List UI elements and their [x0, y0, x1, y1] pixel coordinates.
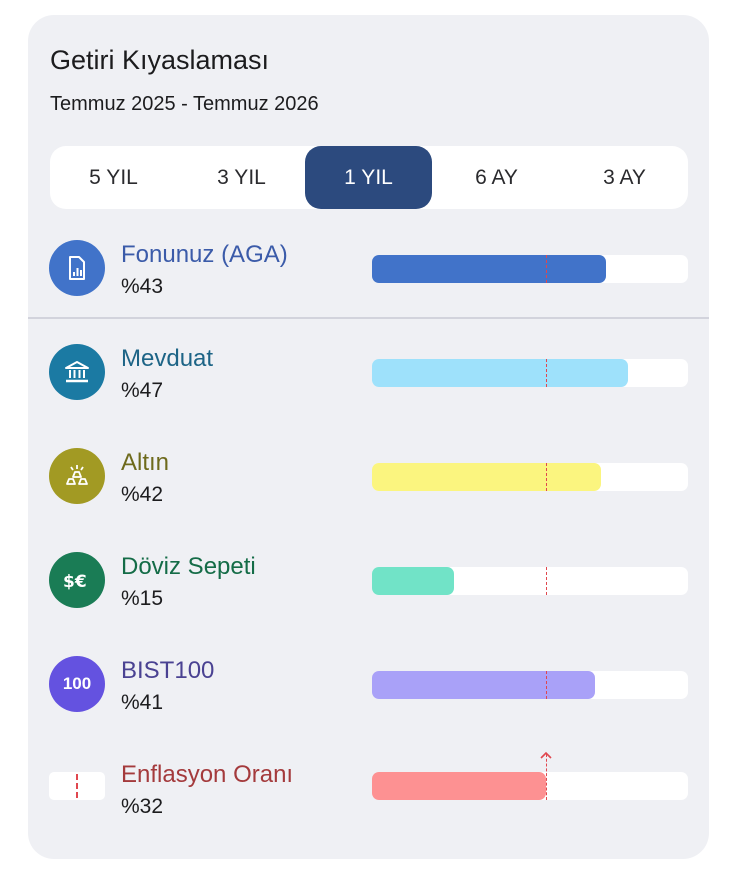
fund-bar-fill: [372, 255, 606, 283]
card-title: Getiri Kıyaslaması: [50, 45, 270, 75]
inflation-marker-icon: [49, 772, 105, 800]
benchmark-bar-track: [372, 463, 688, 491]
benchmark-label-enflasyon: Enflasyon Oranı: [121, 761, 294, 788]
benchmark-value-bist100: %41: [121, 691, 164, 714]
fund-value: %43: [121, 275, 164, 298]
benchmark-bar-track: [372, 567, 688, 595]
period-tabs: 5 YIL 3 YIL 1 YIL 6 AY 3 AY: [50, 146, 688, 209]
tab-1-yil[interactable]: 1 YIL: [305, 146, 432, 209]
benchmark-row-bist100: 100 BIST100 %41: [28, 651, 709, 751]
benchmark-row-enflasyon: Enflasyon Oranı %32: [28, 751, 709, 855]
benchmark-bar-fill-mevduat: [372, 359, 628, 387]
divider: [28, 317, 709, 319]
svg-text:$€: $€: [63, 572, 87, 592]
gold-bars-icon: [49, 448, 105, 504]
benchmark-label-altin: Altın: [121, 449, 170, 476]
inflation-marker: [546, 671, 547, 699]
period-range: Temmuz 2025 - Temmuz 2026: [50, 93, 319, 115]
fund-label: Fonunuz (AGA): [121, 241, 288, 268]
benchmark-label-bist100: BIST100: [121, 657, 215, 684]
inflation-arrow-icon: [540, 751, 552, 759]
inflation-marker: [546, 255, 547, 283]
tab-6-ay[interactable]: 6 AY: [475, 166, 518, 189]
benchmark-label-doviz-sepeti: Döviz Sepeti: [121, 553, 256, 580]
benchmark-bar-track: [372, 359, 688, 387]
benchmark-row-altin: Altın %42: [28, 443, 709, 543]
benchmark-bar-track: [372, 751, 688, 800]
inflation-marker: [546, 359, 547, 387]
benchmark-bar-fill-bist100: [372, 671, 595, 699]
benchmark-bar-track: [372, 671, 688, 699]
tab-3-ay[interactable]: 3 AY: [603, 166, 646, 189]
inflation-marker: [546, 754, 547, 800]
bank-icon: [49, 344, 105, 400]
benchmark-row-doviz-sepeti: $€ Döviz Sepeti %15: [28, 547, 709, 647]
benchmark-value-enflasyon: %32: [121, 795, 164, 818]
benchmark-bar-fill-enflasyon: [372, 772, 546, 800]
benchmark-value-mevduat: %47: [121, 379, 164, 402]
benchmark-bar-fill-altin: [372, 463, 601, 491]
benchmark-bar-fill-doviz-sepeti: [372, 567, 454, 595]
tab-5-yil[interactable]: 5 YIL: [89, 166, 138, 189]
benchmark-value-doviz-sepeti: %15: [121, 587, 164, 610]
benchmark-value-altin: %42: [121, 483, 164, 506]
inflation-marker: [546, 567, 547, 595]
fund-row: Fonunuz (AGA) %43: [28, 235, 709, 335]
currency-exchange-icon: $€: [49, 552, 105, 608]
return-comparison-card: Getiri Kıyaslaması Temmuz 2025 - Temmuz …: [28, 15, 709, 859]
benchmark-row-mevduat: Mevduat %47: [28, 339, 709, 439]
inflation-legend-line: [76, 774, 78, 798]
tab-3-yil[interactable]: 3 YIL: [217, 166, 266, 189]
bist100-icon: 100: [49, 656, 105, 712]
report-chart-icon: [49, 240, 105, 296]
fund-bar-track: [372, 255, 688, 283]
benchmark-label-mevduat: Mevduat: [121, 345, 214, 372]
inflation-marker: [546, 463, 547, 491]
